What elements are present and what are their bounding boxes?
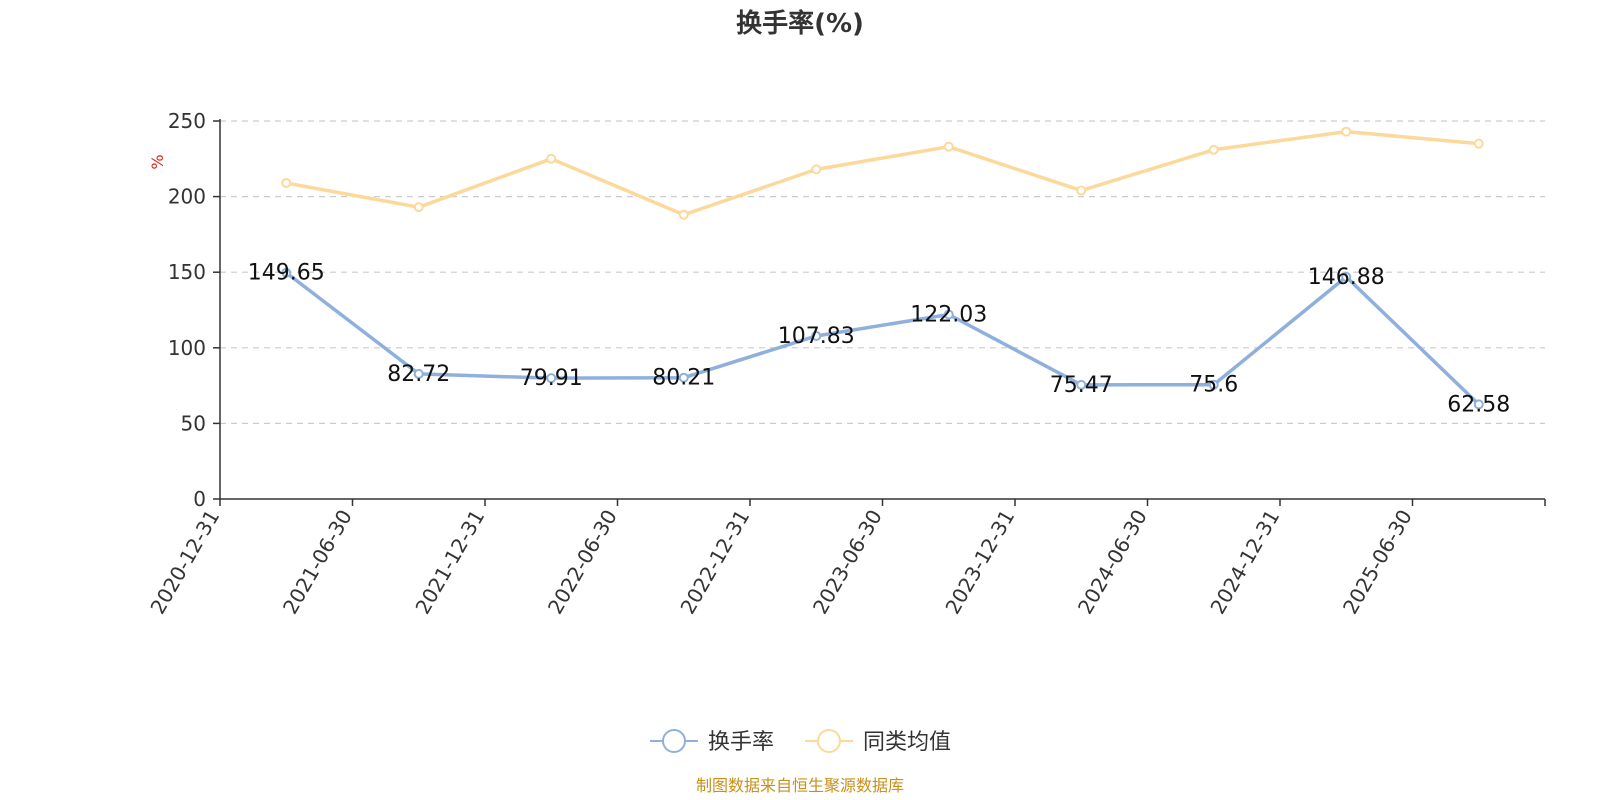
x-tick-label: 2022-06-30	[543, 506, 622, 619]
data-point	[546, 373, 557, 384]
data-point	[811, 164, 822, 175]
data-point	[1208, 144, 1219, 155]
data-label: 146.88	[1308, 265, 1385, 290]
x-tick-label: 2021-06-30	[278, 506, 357, 619]
legend-item[interactable]: 同类均值	[805, 729, 951, 755]
data-label: 75.6	[1189, 373, 1238, 398]
x-tick-label: 2020-12-31	[145, 506, 224, 619]
legend-label: 换手率	[708, 730, 774, 755]
chart-title: 换手率(%)	[736, 8, 864, 39]
data-point	[1473, 399, 1484, 410]
data-point	[1341, 126, 1352, 137]
legend-marker	[662, 729, 686, 753]
y-tick-label: 50	[181, 411, 206, 435]
x-tick-label: 2023-12-31	[940, 506, 1019, 619]
data-label: 107.83	[778, 324, 855, 349]
data-label: 79.91	[520, 366, 583, 391]
y-tick-label: 100	[168, 336, 206, 360]
y-axis-unit: %	[148, 154, 167, 169]
series-line	[285, 129, 1479, 217]
y-tick-label: 0	[193, 487, 206, 511]
data-point	[413, 368, 424, 379]
x-tick-label: 2023-06-30	[808, 506, 887, 619]
data-point	[1341, 271, 1352, 282]
x-tick-label: 2024-12-31	[1205, 506, 1284, 619]
legend-label: 同类均值	[863, 730, 951, 755]
data-point	[413, 202, 424, 213]
data-point	[678, 209, 689, 220]
x-tick-label: 2025-06-30	[1338, 506, 1417, 619]
data-point	[1473, 138, 1484, 149]
data-label: 82.72	[387, 362, 450, 387]
data-point	[811, 330, 822, 341]
gridlines	[220, 120, 1545, 424]
data-point	[1076, 379, 1087, 390]
series-layer	[281, 126, 1484, 410]
x-tick-label: 2022-12-31	[675, 506, 754, 619]
data-label: 75.47	[1050, 373, 1113, 398]
data-point	[943, 309, 954, 320]
data-point	[1208, 379, 1219, 390]
y-tick-label: 200	[168, 185, 206, 209]
data-label: 62.58	[1447, 392, 1510, 417]
data-point	[678, 372, 689, 383]
source-note: 制图数据来自恒生聚源数据库	[696, 776, 904, 795]
data-label: 122.03	[910, 302, 987, 327]
data-label: 149.65	[248, 261, 325, 286]
data-point	[281, 267, 292, 278]
series-line	[285, 271, 1480, 406]
data-labels: 149.65 82.72 79.91 80.21 107.83 122.03 75.47 75…	[248, 261, 1510, 418]
x-tick-label: 2024-06-30	[1073, 506, 1152, 619]
x-axis-ticks: 2020-12-31 2021-06-30 2021-12-31 2022-06-30…	[145, 499, 1546, 619]
x-tick-label: 2021-12-31	[410, 506, 489, 619]
legend[interactable]: 换手率 同类均值	[650, 729, 951, 755]
y-axis-ticks: 0 50 100 150 200 250	[168, 109, 220, 511]
data-point	[546, 153, 557, 164]
legend-item[interactable]: 换手率	[650, 729, 774, 755]
axes	[219, 119, 1545, 500]
data-label: 80.21	[652, 366, 715, 391]
y-tick-label: 150	[168, 260, 206, 284]
data-point	[943, 141, 954, 152]
data-point	[1076, 185, 1087, 196]
legend-marker	[817, 729, 841, 753]
y-tick-label: 250	[168, 109, 206, 133]
data-point	[281, 177, 292, 188]
